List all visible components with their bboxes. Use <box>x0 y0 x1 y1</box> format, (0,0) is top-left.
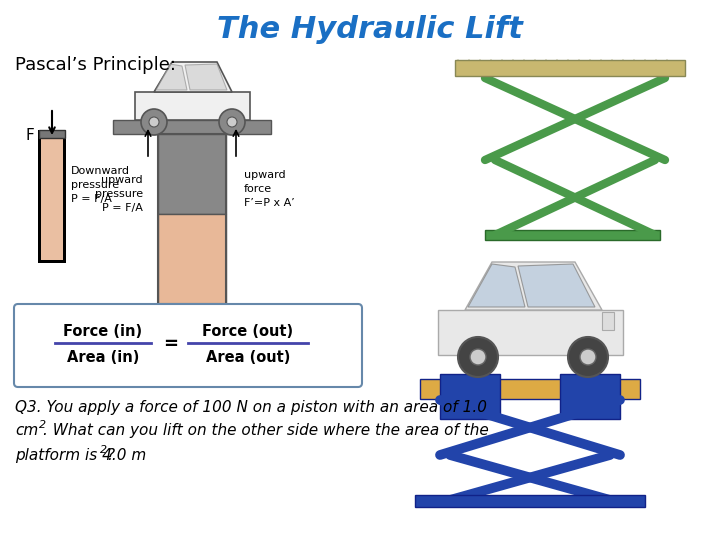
Text: The Hydraulic Lift: The Hydraulic Lift <box>217 16 523 44</box>
Polygon shape <box>156 64 187 90</box>
Bar <box>135 92 250 120</box>
Bar <box>440 374 500 419</box>
Text: ?: ? <box>106 448 114 463</box>
Bar <box>41 130 63 260</box>
Text: . What can you lift on the other side where the area of the: . What can you lift on the other side wh… <box>43 423 489 438</box>
Bar <box>455 60 685 76</box>
Polygon shape <box>465 262 602 310</box>
Text: upward
force
F’=P x A’: upward force F’=P x A’ <box>244 170 294 208</box>
Text: F: F <box>26 127 35 143</box>
Bar <box>485 230 660 240</box>
Polygon shape <box>468 264 525 307</box>
Circle shape <box>227 117 237 127</box>
Text: 2: 2 <box>39 420 46 430</box>
Circle shape <box>470 349 486 365</box>
Bar <box>113 120 271 134</box>
Text: 2: 2 <box>100 445 107 455</box>
Text: Force (in): Force (in) <box>63 323 143 339</box>
Bar <box>420 379 640 399</box>
Text: Pascal’s Principle:: Pascal’s Principle: <box>15 56 176 74</box>
Bar <box>158 214 226 304</box>
Text: Q3. You apply a force of 100 N on a piston with an area of 1.0: Q3. You apply a force of 100 N on a pist… <box>15 400 487 415</box>
Polygon shape <box>154 62 232 92</box>
Bar <box>158 134 226 214</box>
Circle shape <box>219 109 245 135</box>
Bar <box>560 374 620 419</box>
Circle shape <box>141 109 167 135</box>
Bar <box>38 130 41 260</box>
Circle shape <box>149 117 159 127</box>
Text: Area (out): Area (out) <box>206 350 290 366</box>
Bar <box>415 495 645 507</box>
Bar <box>63 130 66 260</box>
Text: Force (out): Force (out) <box>202 323 294 339</box>
Circle shape <box>458 337 498 377</box>
FancyBboxPatch shape <box>14 304 362 387</box>
Text: cm: cm <box>15 423 38 438</box>
Polygon shape <box>185 64 227 90</box>
Bar <box>438 310 623 355</box>
Bar <box>158 134 226 304</box>
Text: platform is 4.0 m: platform is 4.0 m <box>15 448 146 463</box>
Text: Downward
pressure
P = F/A: Downward pressure P = F/A <box>71 166 130 204</box>
Circle shape <box>580 349 596 365</box>
Bar <box>38 260 66 263</box>
Bar <box>602 312 614 330</box>
Bar <box>39 130 65 138</box>
Circle shape <box>568 337 608 377</box>
Text: Area (in): Area (in) <box>67 350 139 366</box>
Text: =: = <box>163 335 179 353</box>
Polygon shape <box>518 264 595 307</box>
Text: upward
pressure
P = F/A: upward pressure P = F/A <box>95 175 143 213</box>
